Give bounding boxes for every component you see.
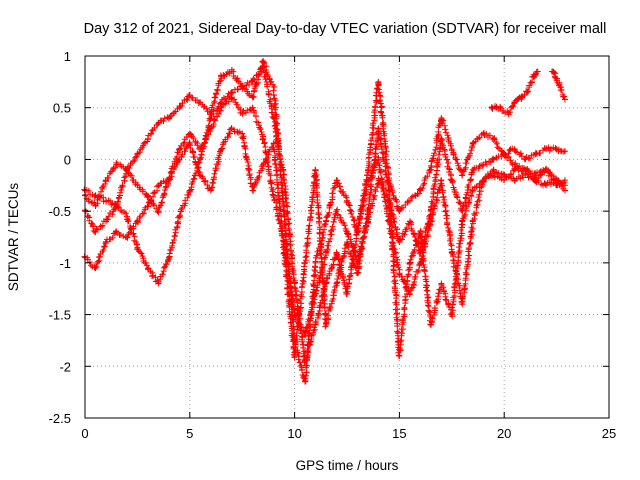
plot-frame [84,55,610,419]
x-tick-label: 0 [81,426,88,441]
y-tick-label: -2 [59,359,71,374]
series-track-6 [549,68,568,103]
y-tick-label: 1 [64,49,71,64]
x-tick-label: 20 [497,426,511,441]
x-tick-label: 10 [287,426,301,441]
y-tick-label: -1 [59,256,71,271]
series-track-5 [488,68,541,118]
x-tick-label: 25 [602,426,616,441]
data-point [92,265,99,272]
data-point [459,301,466,308]
data-point [176,213,183,220]
x-axis-label: GPS time / hours [296,458,399,473]
data-points [81,58,568,385]
y-tick-label: -2.5 [49,411,71,426]
y-tick-label: -1.5 [49,308,71,323]
series-markers [488,68,540,118]
y-tick-label: -0.5 [49,204,71,219]
y-axis-label: SDTVAR / TECUs [6,183,21,292]
chart-title: Day 312 of 2021, Sidereal Day-to-day VTE… [84,21,607,37]
y-tick-label: 0.5 [53,101,71,116]
y-tick-label: 0 [64,152,71,167]
axis-ticks: 0 5 10 15 20 25 -2.5 -2 -1.5 -1 -0.5 0 0.5 1 [49,49,617,441]
x-tick-label: 5 [186,426,193,441]
series-track-3 [81,58,568,385]
series-markers [549,68,567,100]
series-track-4 [81,125,568,361]
grid [85,56,609,418]
series-markers [81,58,566,385]
x-tick-label: 15 [392,426,406,441]
